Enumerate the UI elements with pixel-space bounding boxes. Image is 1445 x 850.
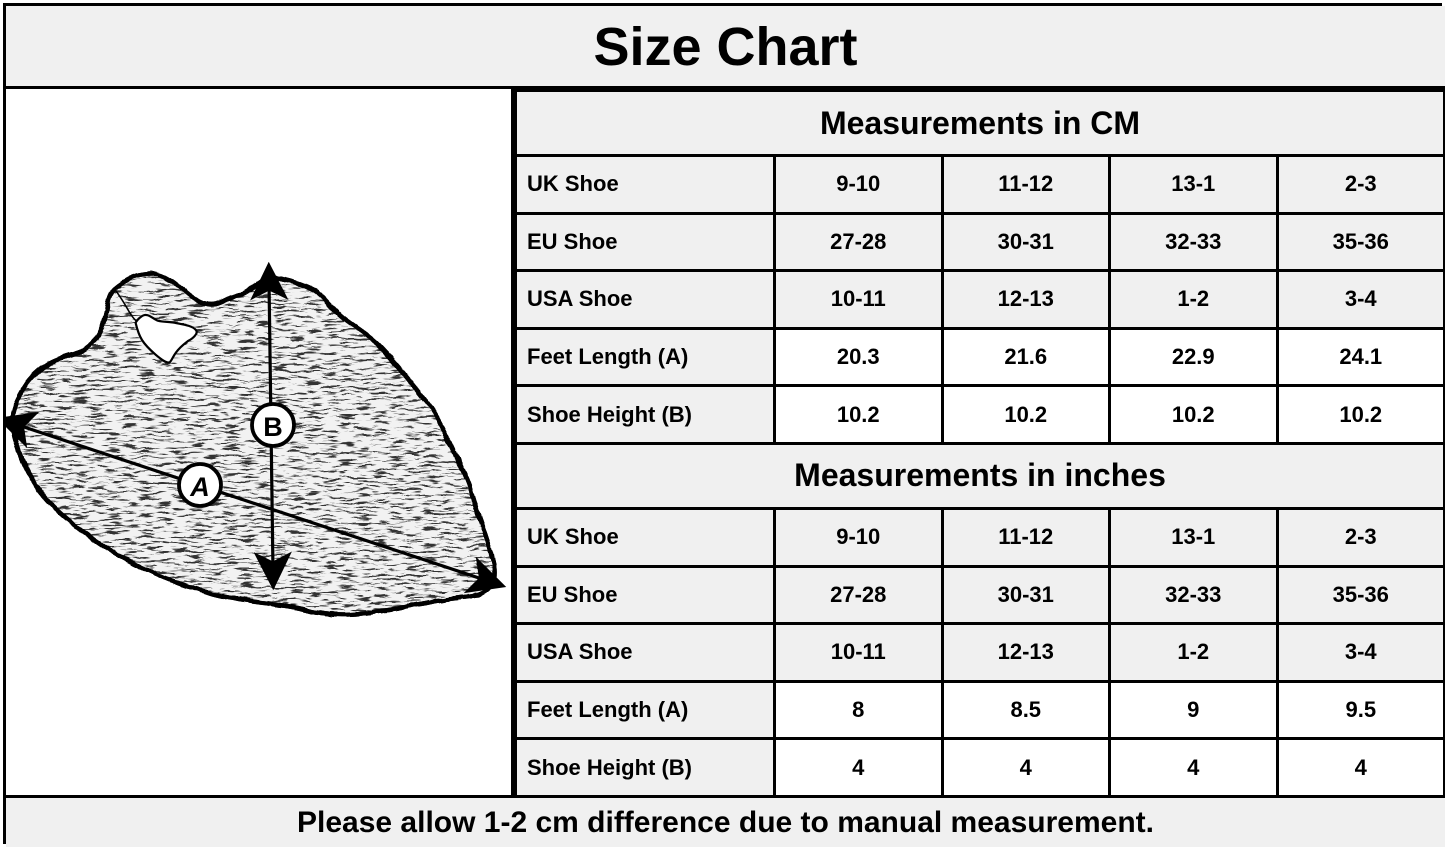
svg-text:A: A — [189, 472, 210, 502]
svg-text:B: B — [263, 412, 283, 442]
